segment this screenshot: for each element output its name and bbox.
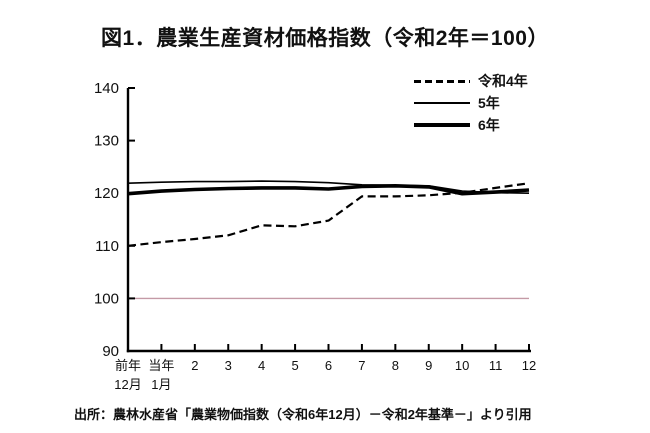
- legend-label: 令和4年: [478, 73, 528, 89]
- y-tick-label: 130: [94, 133, 119, 150]
- dashed-line-icon: [414, 79, 470, 83]
- y-tick-label: 100: [94, 290, 119, 307]
- x-tick-label: 12: [522, 358, 536, 373]
- chart-title: 図1．農業生産資材価格指数（令和2年＝100）: [101, 27, 549, 50]
- x-tick-label: 2: [191, 358, 198, 373]
- y-tick-label: 140: [94, 80, 119, 97]
- x-tick-label: 4: [258, 358, 265, 373]
- y-tick-label: 90: [102, 343, 119, 360]
- y-tick-label: 120: [94, 185, 119, 202]
- legend-label: 5年: [478, 95, 500, 111]
- y-tick-label: 110: [95, 238, 119, 255]
- x-tick-label: 当年 1月: [148, 358, 174, 392]
- series-line-1: [127, 180, 530, 194]
- x-tick-label: 7: [358, 358, 365, 373]
- thin-line-icon: [414, 102, 470, 104]
- series-line-2: [127, 184, 530, 196]
- x-tick-label: 9: [425, 358, 432, 373]
- x-tick-label: 10: [455, 358, 469, 373]
- legend-item-reiwa4: 令和4年: [414, 74, 528, 88]
- x-tick-label: 前年 12月: [114, 358, 141, 392]
- x-tick-label: 8: [392, 358, 399, 373]
- legend-item-reiwa5: 5年: [414, 96, 528, 110]
- legend-item-reiwa6: 6年: [414, 118, 528, 132]
- x-tick-label: 5: [291, 358, 298, 373]
- source-citation: 出所：農林水産省「農業物価指数（令和6年12月）－令和2年基準－」より引用: [74, 407, 532, 422]
- thick-line-icon: [414, 123, 470, 127]
- x-tick-label: 11: [489, 358, 503, 373]
- legend-label: 6年: [478, 117, 500, 133]
- x-tick-label: 6: [325, 358, 332, 373]
- x-tick-label: 3: [225, 358, 232, 373]
- chart-legend: 令和4年 5年 6年: [414, 74, 528, 132]
